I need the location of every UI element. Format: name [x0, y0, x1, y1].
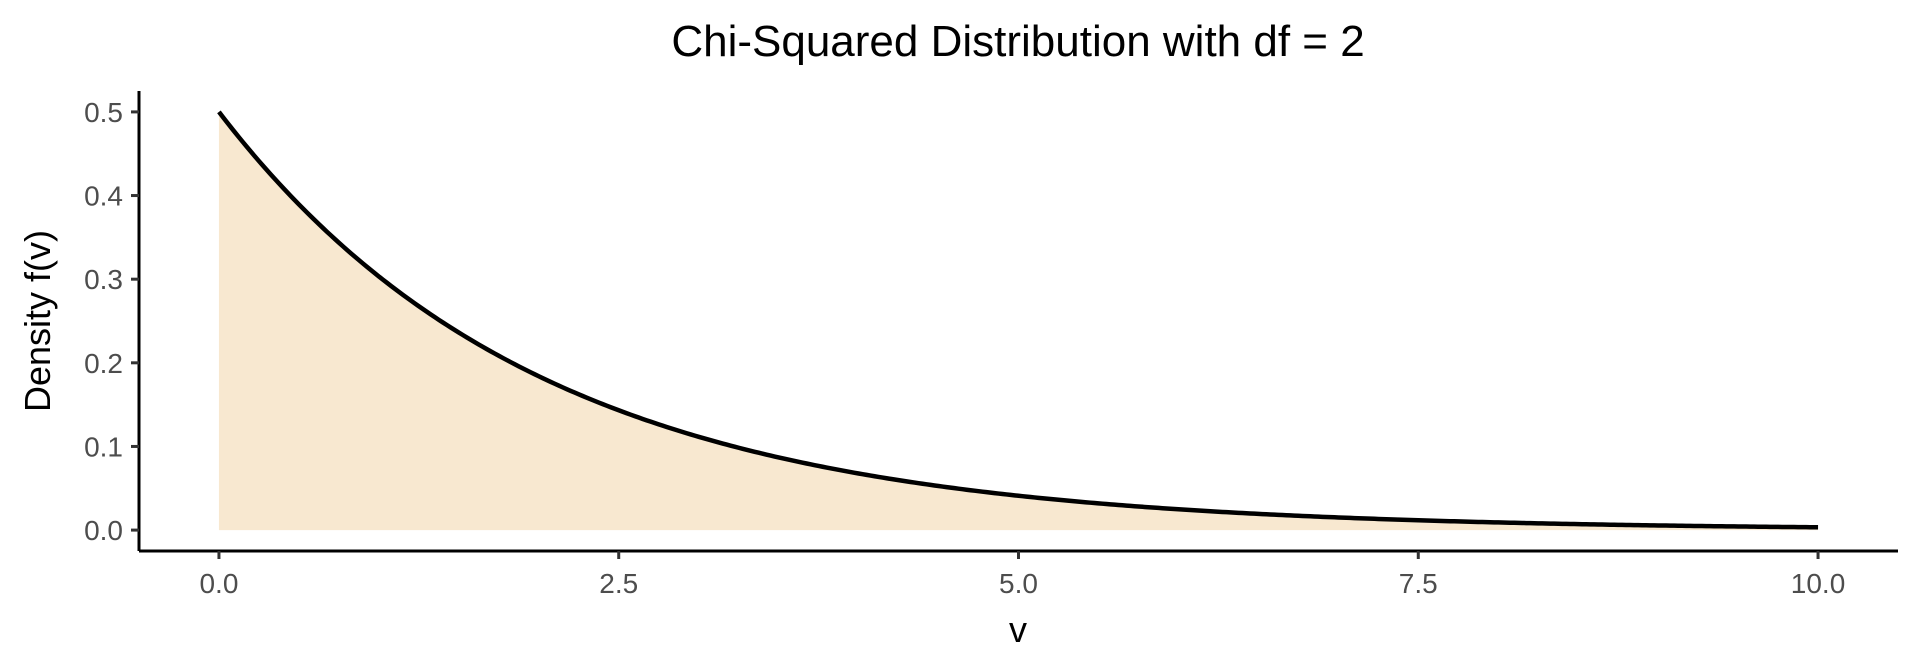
chart-title: Chi-Squared Distribution with df = 2 [671, 17, 1364, 66]
y-tick-label: 0.1 [84, 431, 123, 462]
x-tick-label: 7.5 [1399, 568, 1438, 599]
density-curve-line [217, 110, 1819, 530]
y-tick-label: 0.2 [84, 348, 123, 379]
y-tick-label: 0.0 [84, 515, 123, 546]
x-axis-title: v [1009, 609, 1027, 650]
x-tick-label: 10.0 [1791, 568, 1846, 599]
x-axis-ticks: 0.0 2.5 5.0 7.5 10.0 [199, 551, 1845, 599]
x-tick-label: 0.0 [199, 568, 238, 599]
y-tick-label: 0.5 [84, 97, 123, 128]
y-axis-title: Density f(v) [17, 230, 58, 412]
y-axis-ticks: 0.0 0.1 0.2 0.3 0.4 0.5 [84, 97, 139, 546]
density-area-fill [218, 111, 1819, 531]
y-tick-label: 0.4 [84, 181, 123, 212]
y-tick-label: 0.3 [84, 264, 123, 295]
x-tick-label: 5.0 [999, 568, 1038, 599]
x-tick-label: 2.5 [599, 568, 638, 599]
plot-area [217, 110, 1819, 531]
